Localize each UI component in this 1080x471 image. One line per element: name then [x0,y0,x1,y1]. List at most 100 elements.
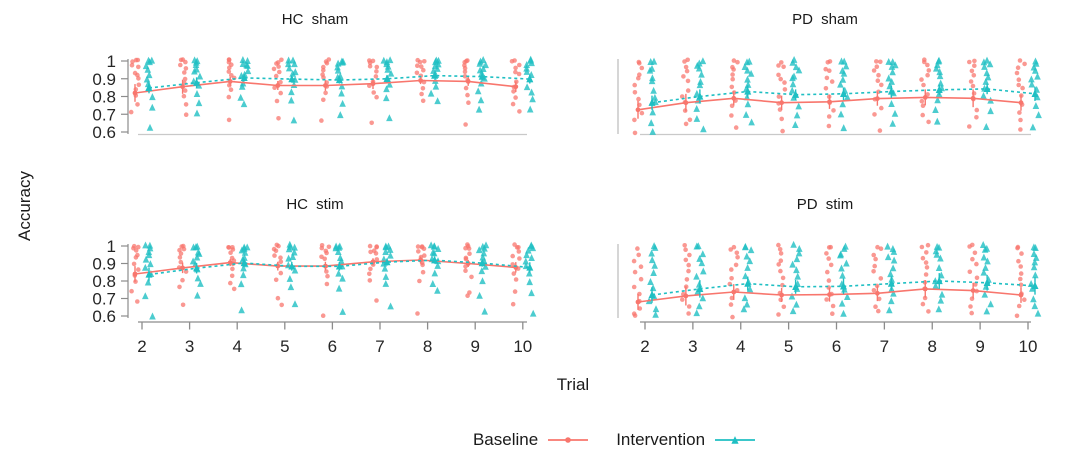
baseline-point [415,57,421,63]
baseline-point [735,59,740,65]
baseline-point [733,262,739,268]
triangle-marker [528,59,535,67]
baseline-point [374,244,380,249]
baseline-point [632,117,637,123]
baseline-mean-marker [1018,100,1024,106]
baseline-point [130,59,135,64]
triangle-marker [434,261,441,269]
baseline-point [278,259,284,265]
triangle-marker [980,91,987,99]
baseline-point [517,256,522,261]
baseline-mean-marker [180,265,186,271]
triangle-marker [285,254,292,262]
baseline-point [873,256,878,262]
baseline-point [228,250,233,255]
baseline-mean-marker [275,83,281,88]
baseline-point [782,87,788,92]
triangle-marker [193,264,201,272]
baseline-mean-marker [922,95,928,100]
baseline-point [136,82,142,88]
baseline-point [230,266,235,272]
baseline-point [278,90,284,96]
facet-hc-sham: 10.90.80.70.6 [92,52,536,142]
triangle-marker [146,123,154,131]
baseline-point [632,82,637,88]
baseline-point [513,277,519,282]
triangle-marker [932,106,939,113]
triangle-marker [837,110,845,118]
triangle-marker [145,248,153,256]
baseline-point [516,249,522,254]
triangle-marker [793,255,801,263]
triangle-marker [840,57,848,65]
baseline-point [636,96,641,102]
triangle-marker [789,260,796,268]
triangle-marker [237,93,244,101]
triangle-marker [788,292,796,300]
baseline-mean [132,76,519,102]
triangle-marker [840,282,847,290]
triangle-marker [479,277,486,285]
baseline-mean-marker [970,95,976,101]
triangle-marker [241,248,249,256]
baseline-point [415,311,420,316]
baseline-point [637,72,642,77]
baseline-point [831,108,836,113]
baseline-point [373,251,379,256]
baseline-point [824,251,829,256]
x-axis: 2 3 4 5 6 7 8 9 10 [137,321,532,356]
triangle-marker [1030,295,1037,303]
baseline-point [731,244,737,250]
triangle-marker [792,282,800,290]
baseline-point [228,280,233,286]
triangle-marker [523,64,530,72]
triangle-marker [383,74,391,82]
triangle-marker [980,253,988,261]
baseline-point [374,298,379,303]
baseline-point [631,258,637,264]
triangle-marker [1035,111,1042,119]
triangle-marker [983,69,991,77]
baseline-point [826,278,832,283]
baseline-point [922,295,928,301]
panel-title-hc-stim: HC stim [286,196,344,213]
triangle-marker [196,72,204,80]
triangle-marker [933,64,940,72]
triangle-marker [652,305,660,313]
baseline-point [279,57,284,63]
triangle-marker [647,119,655,127]
x-tick-label: 8 [928,337,937,356]
baseline-point [632,313,638,318]
triangle-marker [431,256,439,264]
baseline-point [419,64,424,69]
baseline-point [686,311,691,316]
triangle-marker [149,93,156,101]
baseline-point [183,112,189,117]
triangle-marker [191,67,198,75]
triangle-marker [482,262,489,270]
baseline-point [367,278,373,283]
baseline-point [878,59,883,65]
triangle-marker [731,436,739,444]
baseline-point [1016,303,1022,309]
triangle-marker [1034,309,1042,317]
y-axis: 10.90.80.70.6 [92,52,129,142]
baseline-mean-marker [683,293,689,299]
baseline-point [728,302,734,307]
triangle-marker [693,242,701,250]
triangle-marker [649,127,656,135]
baseline-point [417,278,422,284]
baseline-point [1019,251,1024,256]
triangle-marker [839,271,846,279]
triangle-marker [934,96,941,104]
intervention-mean [648,273,1039,303]
triangle-marker [383,257,391,266]
baseline-point [182,70,187,75]
triangle-marker [935,305,943,313]
triangle-marker [381,264,389,272]
baseline-point [321,68,326,73]
triangle-marker [789,80,797,88]
triangle-marker [981,62,988,70]
triangle-marker [194,274,202,282]
baseline-points [128,57,522,127]
